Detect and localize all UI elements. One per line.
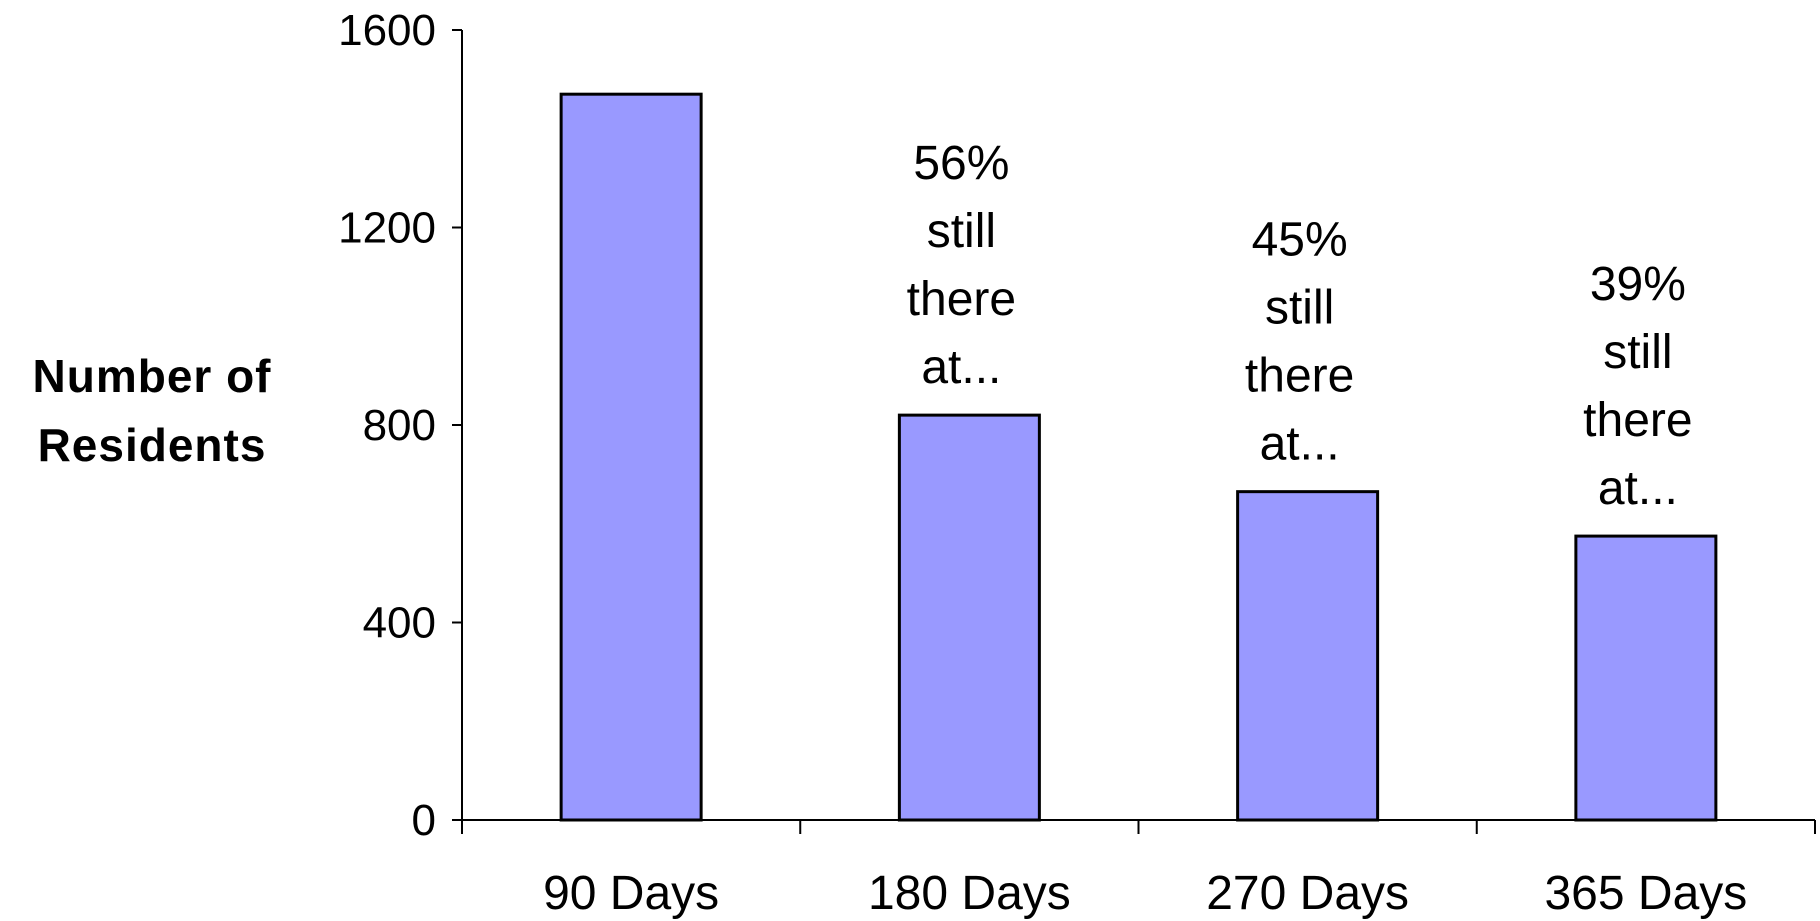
bar-annotation-line: there <box>907 273 1016 326</box>
x-tick-label: 270 Days <box>1206 867 1409 920</box>
x-tick-label: 90 Days <box>543 867 719 920</box>
bar-annotation-line: at... <box>921 341 1001 394</box>
bar <box>559 92 703 822</box>
bar <box>1236 490 1380 822</box>
y-tick-label: 1600 <box>338 6 436 55</box>
bar-annotation-line: 45% <box>1252 214 1348 267</box>
bar-annotation-line: there <box>1583 394 1692 447</box>
y-tick-label: 0 <box>412 796 436 845</box>
y-tick-label: 1200 <box>338 204 436 253</box>
y-tick-label: 400 <box>363 599 436 648</box>
bar-annotation-line: still <box>927 205 996 258</box>
bars <box>559 92 1718 822</box>
y-tick-label: 800 <box>363 401 436 450</box>
y-axis: 0 400 800 1200 1600 <box>338 6 463 845</box>
annotations: 56% still there at... 45% still there at... 39% s… <box>907 137 1693 515</box>
y-axis-label-line: Residents <box>38 419 267 471</box>
bar-annotation-line: still <box>1603 326 1672 379</box>
bar <box>897 413 1041 822</box>
x-tick-label: 365 Days <box>1544 867 1747 920</box>
y-axis-label-line: Number of <box>33 350 272 402</box>
bar-annotation-line: still <box>1265 282 1334 335</box>
bar-annotation-line: there <box>1245 350 1354 403</box>
bar-annotation-line: at... <box>1598 462 1678 515</box>
x-tick-label: 180 Days <box>868 867 1071 920</box>
bar-annotation-line: at... <box>1260 418 1340 471</box>
y-axis-title: Number of Residents <box>33 350 272 471</box>
x-axis: 90 Days 180 Days 270 Days 365 Days <box>461 819 1816 920</box>
bar-annotation-line: 56% <box>913 137 1009 190</box>
bar-annotation-line: 39% <box>1590 258 1686 311</box>
bar <box>1574 534 1718 822</box>
